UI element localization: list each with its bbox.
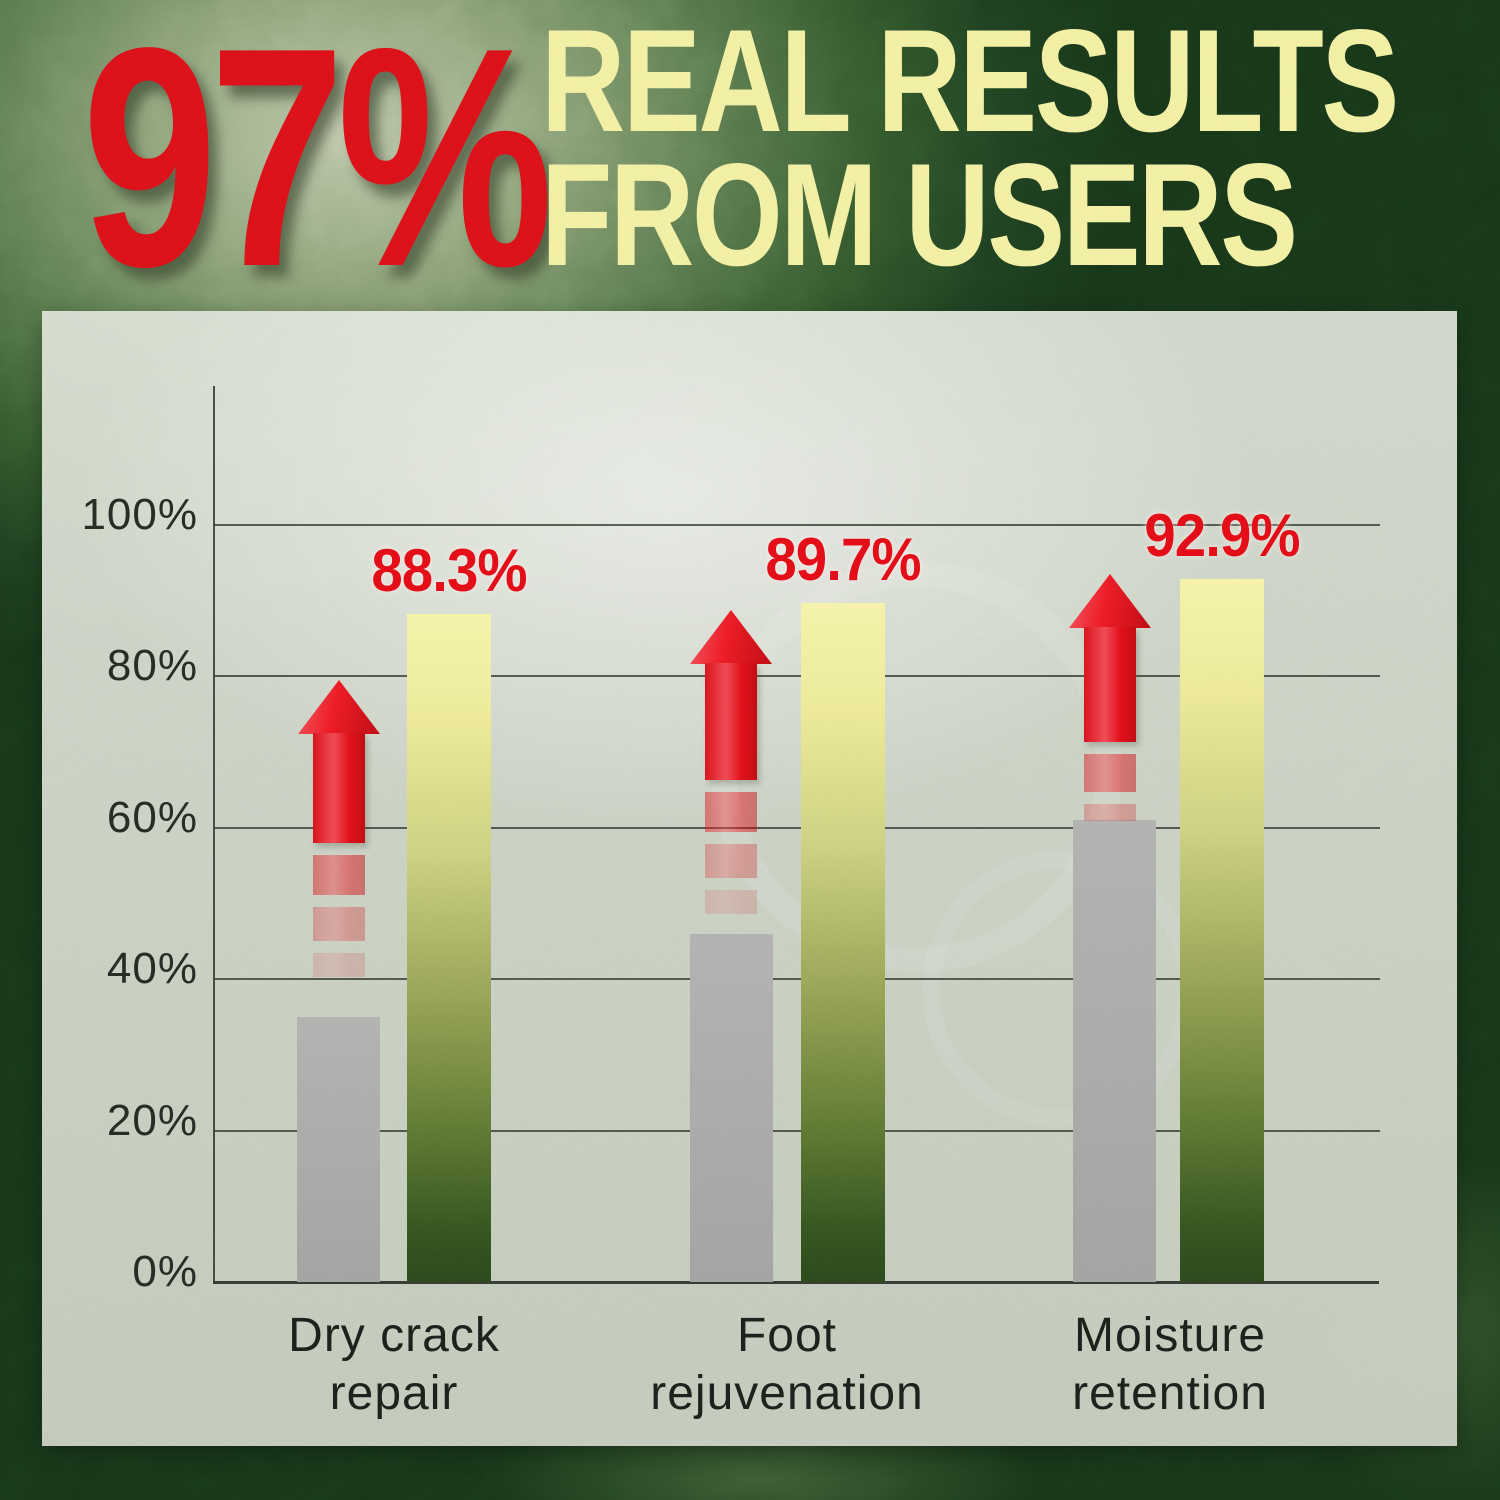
chart-panel — [42, 311, 1457, 1446]
headline-line-1: REAL RESULTS — [541, 0, 1399, 162]
panel-texture — [42, 311, 1457, 1446]
decorative-ring — [922, 851, 1198, 1127]
headline-line-2: FROM USERS — [541, 133, 1298, 296]
stat-97: 97% — [82, 0, 553, 332]
headline: REAL RESULTS FROM USERS — [541, 0, 1399, 296]
decorative-ring — [710, 561, 1122, 973]
